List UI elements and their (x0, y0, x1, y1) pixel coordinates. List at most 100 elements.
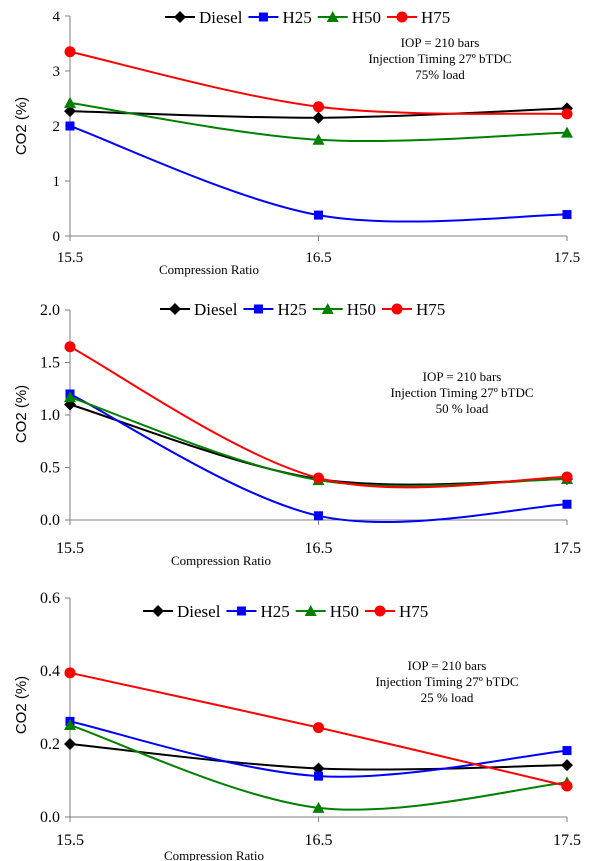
legend-marker (391, 303, 403, 315)
y-axis-label: CO2 (%) (13, 97, 30, 155)
data-point-h25 (562, 499, 572, 509)
y-tick-label: 0 (53, 229, 61, 245)
x-tick-label: 15.5 (57, 250, 83, 266)
data-point-h75 (313, 101, 324, 113)
data-point-h25 (562, 746, 572, 756)
legend-item-diesel: Diesel (160, 300, 238, 319)
legend-marker (169, 303, 181, 315)
data-point-h25 (65, 121, 75, 131)
data-point-h75 (313, 472, 324, 484)
y-tick-label: 4 (53, 9, 61, 25)
y-tick-label: 3 (53, 64, 61, 80)
legend-label: H75 (416, 300, 445, 319)
legend-item-h25: H25 (226, 602, 290, 621)
legend: Diesel H25 H50 H75 (160, 300, 445, 319)
legend-marker (236, 606, 246, 616)
data-point-diesel (64, 105, 76, 118)
legend-item-h50: H50 (295, 602, 359, 621)
legend-item-h75: H75 (387, 8, 450, 27)
y-tick-label: 0.5 (40, 460, 60, 477)
legend-item-h50: H50 (317, 8, 381, 27)
data-point-h25 (314, 210, 323, 220)
data-point-h75 (561, 108, 573, 120)
legend-label: H75 (399, 602, 428, 621)
annotation-line: Injection Timing 27º bTDC (375, 674, 518, 689)
y-tick-label: 1 (53, 174, 61, 190)
legend-label: H50 (330, 602, 359, 621)
x-tick-label: 17.5 (554, 250, 580, 266)
x-tick-label: 15.5 (56, 540, 84, 557)
chart-panel-1: 0 1 2 3 4 15.5 16.5 17.5 Compression Ratio CO2 (%… (13, 8, 580, 277)
data-point-h50 (64, 96, 76, 108)
legend-label: Diesel (177, 602, 221, 621)
data-point-h50 (561, 126, 573, 138)
chart-panel-2: 0.0 0.5 1.0 1.5 2.0 15.5 16.5 17.5 Compression R… (13, 300, 581, 568)
x-tick-label: 17.5 (553, 540, 581, 557)
chart-panel-3: 0.0 0.2 0.4 0.6 15.5 16.5 17.5 Compression Rati… (13, 590, 581, 861)
legend-item-h75: H75 (365, 602, 428, 621)
y-tick-label: 0.0 (40, 809, 60, 826)
data-point-h75 (64, 667, 76, 679)
legend-label: H50 (347, 300, 376, 319)
y-tick-label: 1.0 (40, 407, 60, 424)
legend-label: Diesel (199, 8, 243, 27)
legend-marker (396, 11, 408, 23)
legend-marker (304, 605, 317, 616)
annotation-line: 75% load (415, 67, 465, 82)
x-tick-label: 15.5 (56, 832, 84, 849)
legend-marker (374, 605, 386, 617)
data-point-diesel (64, 738, 76, 750)
data-point-h75 (313, 722, 324, 734)
data-point-h75 (561, 471, 573, 483)
y-tick-label: 2.0 (40, 302, 60, 319)
data-point-h75 (561, 780, 573, 792)
x-axis-label: Compression Ratio (171, 553, 271, 568)
x-tick-label: 16.5 (305, 250, 331, 266)
legend-item-h25: H25 (248, 8, 312, 27)
legend-label: H50 (352, 8, 381, 27)
annotation-line: 25 % load (421, 690, 474, 705)
annotation-line: IOP = 210 bars (423, 369, 502, 384)
data-point-h75 (64, 341, 76, 353)
legend-label: H25 (282, 8, 311, 27)
y-axis-label: CO2 (%) (13, 385, 30, 443)
x-axis-label: Compression Ratio (159, 262, 259, 277)
legend-marker (174, 11, 186, 23)
y-tick-label: 0.6 (40, 590, 60, 607)
y-tick-label: 2 (53, 119, 61, 135)
legend: Diesel H25 H50 H75 (143, 602, 428, 621)
legend-label: H25 (277, 300, 306, 319)
data-point-h50 (64, 391, 76, 403)
annotation-line: Injection Timing 27º bTDC (390, 385, 533, 400)
data-point-h75 (64, 46, 76, 58)
data-point-h25 (314, 771, 323, 781)
data-point-diesel (312, 111, 325, 124)
x-tick-label: 16.5 (305, 832, 333, 849)
legend-marker (258, 12, 268, 22)
legend-label: H75 (421, 8, 450, 27)
data-point-h25 (562, 210, 572, 220)
data-point-h25 (314, 511, 323, 521)
legend-item-h75: H75 (382, 300, 445, 319)
annotation-line: IOP = 210 bars (401, 35, 480, 50)
x-axis-label: Compression Ratio (164, 848, 264, 861)
y-tick-label: 0.0 (40, 512, 60, 529)
y-tick-label: 1.5 (40, 355, 60, 372)
legend: Diesel H25 H50 H75 (165, 8, 450, 27)
y-tick-label: 0.2 (40, 736, 60, 753)
legend-item-diesel: Diesel (143, 602, 221, 621)
y-tick-label: 0.4 (40, 663, 60, 680)
legend-marker (321, 303, 334, 314)
legend-item-h50: H50 (312, 300, 376, 319)
series-line-h75 (69, 345, 568, 489)
data-point-diesel (561, 759, 573, 772)
legend-label: Diesel (194, 300, 238, 319)
y-axis-label: CO2 (%) (13, 676, 30, 734)
legend-label: H25 (260, 602, 289, 621)
data-point-diesel (312, 762, 325, 775)
annotation-line: 50 % load (436, 401, 489, 416)
data-point-h50 (312, 801, 325, 813)
series-line-h25 (69, 393, 568, 524)
data-point-h50 (312, 133, 325, 145)
